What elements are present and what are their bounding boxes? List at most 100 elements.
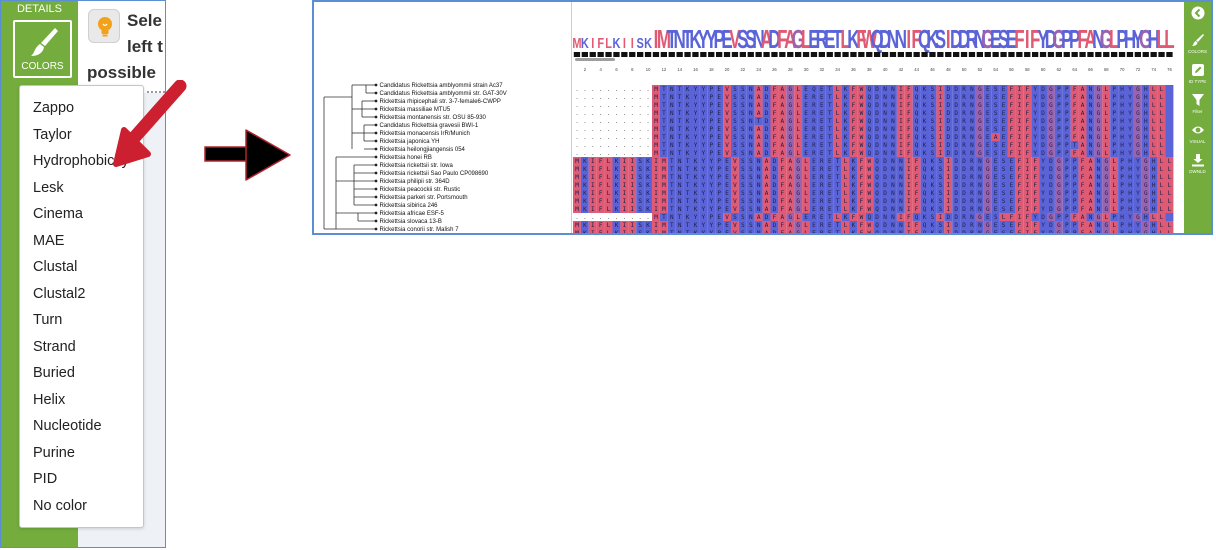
taxon-label[interactable]: Rickettsia rhipicephali str. 3-7-female6…	[380, 99, 501, 105]
color-scheme-option[interactable]: Strand	[33, 338, 76, 355]
taxon-label[interactable]: Rickettsia parkeri str. Portsmouth	[380, 195, 468, 201]
residue-letter: N	[891, 222, 895, 229]
color-scheme-option[interactable]: Hydrophobicity	[33, 153, 129, 169]
toolbar-button[interactable]: DWNLD	[1184, 152, 1211, 178]
details-tab[interactable]: DETAILS	[16, 3, 63, 15]
residue-cell	[1047, 117, 1055, 125]
color-scheme-option[interactable]: Helix	[33, 391, 66, 408]
color-scheme-option[interactable]: Lesk	[33, 179, 64, 196]
residue-cell	[1141, 189, 1150, 197]
tree-leaf-node[interactable]	[374, 163, 378, 167]
residue-cell	[1054, 149, 1063, 157]
taxon-label[interactable]: Rickettsia conorii str. Malish 7	[380, 227, 460, 233]
color-scheme-option[interactable]: Cinema	[33, 206, 83, 222]
residue-letter: P	[1120, 230, 1124, 233]
color-scheme-option[interactable]: Buried	[33, 365, 75, 381]
tree-leaf-node[interactable]	[374, 99, 378, 103]
toolbar-button[interactable]	[1184, 5, 1211, 31]
tree-leaf-node[interactable]	[374, 147, 378, 151]
color-scheme-option[interactable]: No color	[33, 497, 87, 514]
color-scheme-option[interactable]: Clustal	[33, 259, 78, 275]
tree-leaf-node[interactable]	[374, 211, 378, 215]
taxon-label[interactable]: Rickettsia africae ESF-5	[380, 211, 445, 217]
residue-cell	[841, 181, 850, 189]
tree-leaf-node[interactable]	[374, 115, 378, 119]
taxon-label[interactable]: Rickettsia honei RB	[380, 155, 432, 161]
tree-leaf-node[interactable]	[374, 91, 378, 95]
residue-cell	[1062, 213, 1071, 221]
residue-letter: F	[1010, 126, 1014, 133]
tree-leaf-node[interactable]	[374, 155, 378, 159]
residue-cell	[999, 157, 1008, 165]
taxon-label[interactable]: Rickettsia massiliae MTU5	[380, 107, 451, 113]
residue-letter: L	[1152, 134, 1156, 141]
taxon-label[interactable]: Rickettsia philipii str. 364D	[380, 179, 451, 185]
residue-cell	[833, 117, 842, 125]
color-scheme-option[interactable]: PID	[33, 471, 58, 487]
residue-letter: Y	[694, 142, 698, 149]
residue-letter: I	[946, 190, 950, 197]
residue-letter: L	[1152, 214, 1156, 221]
tree-leaf-node[interactable]	[374, 179, 378, 183]
residue-letter: F	[780, 206, 784, 213]
colors-button[interactable]: COLORS	[13, 20, 72, 78]
taxon-label[interactable]: Candidatus Rickettsia amblyommii str. GA…	[380, 91, 507, 97]
residue-cell	[1039, 189, 1047, 197]
taxon-label[interactable]: Candidatus Rickettsia amblyommii strain …	[380, 83, 504, 89]
residue-letter: M	[575, 166, 579, 173]
color-scheme-option[interactable]: MAE	[33, 232, 65, 249]
toolbar-button[interactable]: COLORS	[1184, 32, 1211, 58]
taxon-label[interactable]: Rickettsia montanensis str. OSU 85-930	[380, 115, 487, 121]
tree-leaf-node[interactable]	[374, 83, 378, 87]
color-scheme-option[interactable]: Purine	[33, 444, 75, 461]
residue-cell	[770, 125, 779, 133]
color-scheme-option[interactable]: Taylor	[33, 126, 72, 143]
residue-cell	[786, 133, 795, 141]
horizontal-scroll-handle[interactable]	[575, 58, 615, 61]
residue-cell	[1110, 205, 1119, 213]
color-scheme-option[interactable]: Clustal2	[33, 285, 86, 302]
taxon-label[interactable]: Rickettsia sibirica 246	[380, 203, 439, 209]
toolbar-button[interactable]: ID TYPE	[1184, 62, 1211, 88]
residue-letter: P	[717, 174, 721, 181]
color-scheme-option[interactable]: Nucleotide	[33, 418, 102, 434]
residue-cell	[865, 197, 874, 205]
tree-leaf-node[interactable]	[374, 203, 378, 207]
tree-leaf-node[interactable]	[374, 131, 378, 135]
residue-cell	[975, 173, 984, 181]
taxon-label[interactable]: Rickettsia heilongjiangensis 054	[380, 147, 466, 153]
tree-leaf-node[interactable]	[374, 171, 378, 175]
residue-letter: K	[931, 230, 935, 233]
tree-leaf-node[interactable]	[374, 123, 378, 127]
residue-cell	[1070, 213, 1079, 221]
taxon-label[interactable]: Rickettsia japonica YH	[380, 139, 440, 145]
color-scheme-option[interactable]: Zappo	[33, 100, 75, 116]
tree-leaf-node[interactable]	[374, 187, 378, 191]
residue-letter: Q	[875, 230, 879, 233]
residue-cell	[1023, 101, 1032, 109]
tree-leaf-node[interactable]	[374, 227, 378, 231]
toolbar-button[interactable]: Filter	[1184, 92, 1211, 118]
residue-letter: F	[773, 214, 777, 221]
tree-leaf-node[interactable]	[374, 107, 378, 111]
tree-leaf-node[interactable]	[374, 139, 378, 143]
taxon-label[interactable]: Candidatus Rickettsia gravesii BWI-1	[380, 123, 479, 129]
taxon-label[interactable]: Rickettsia monacensis IrR/Munich	[380, 131, 470, 137]
residue-letter: Y	[1041, 158, 1045, 165]
residue-letter: S	[741, 214, 745, 221]
residue-cell	[912, 133, 921, 141]
taxon-label[interactable]: Rickettsia peacockii str. Rustic	[380, 187, 461, 193]
residue-cell	[865, 93, 874, 101]
taxon-label[interactable]: Rickettsia slovaca 13-B	[380, 219, 442, 225]
tree-leaf-node[interactable]	[374, 219, 378, 223]
color-scheme-option[interactable]: Turn	[33, 312, 63, 328]
alignment-grid[interactable]: 2 4 6 8 10 12 14 16 18 20 22 24 26 28 30 32 34 36 38 40 42 44…	[573, 58, 1184, 233]
tree-leaf-node[interactable]	[374, 195, 378, 199]
taxon-label[interactable]: Rickettsia rickettsii Sao Paulo CP098690	[380, 171, 489, 177]
residue-cell	[723, 189, 731, 197]
taxon-label[interactable]: Rickettsia rickettsii str. Iowa	[380, 163, 454, 169]
toolbar-button[interactable]: VISUAL	[1184, 122, 1211, 148]
residue-letter: Y	[1041, 182, 1045, 189]
residue-letter: Y	[709, 230, 713, 233]
residue-letter: .	[638, 214, 642, 221]
